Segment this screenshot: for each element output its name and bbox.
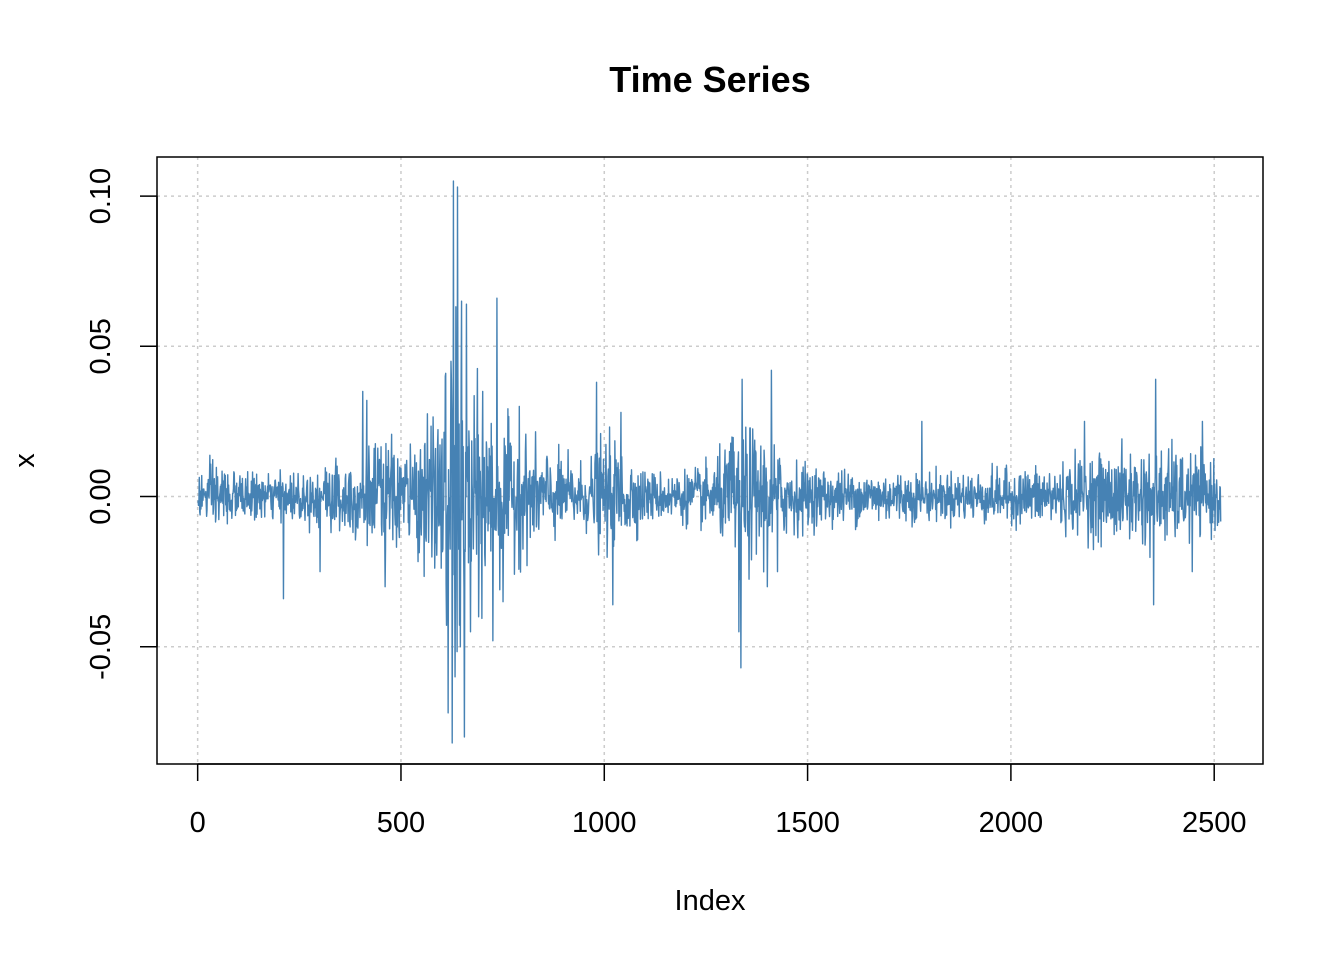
- chart-title: Time Series: [609, 59, 810, 100]
- y-tick-label: -0.05: [85, 614, 117, 680]
- y-axis: -0.05 0.00 0.05 0.10: [85, 168, 158, 680]
- series-line: [197, 180, 1222, 744]
- x-tick-label: 2500: [1182, 807, 1247, 839]
- grid-layer: [157, 157, 1263, 764]
- x-tick-label: 1000: [572, 807, 637, 839]
- x-tick-label: 0: [190, 807, 206, 839]
- plot-frame: [156, 156, 1264, 765]
- y-axis-label: x: [9, 453, 41, 468]
- x-tick-label: 1500: [775, 807, 840, 839]
- y-tick-label: 0.10: [85, 168, 117, 224]
- y-tick-label: 0.00: [85, 468, 117, 524]
- x-axis: 0 500 1000 1500 2000 2500: [190, 763, 1247, 839]
- x-tick-label: 2000: [979, 807, 1044, 839]
- series-layer: [197, 180, 1222, 744]
- x-axis-label: Index: [675, 885, 746, 917]
- y-tick-label: 0.05: [85, 318, 117, 374]
- x-tick-label: 500: [377, 807, 425, 839]
